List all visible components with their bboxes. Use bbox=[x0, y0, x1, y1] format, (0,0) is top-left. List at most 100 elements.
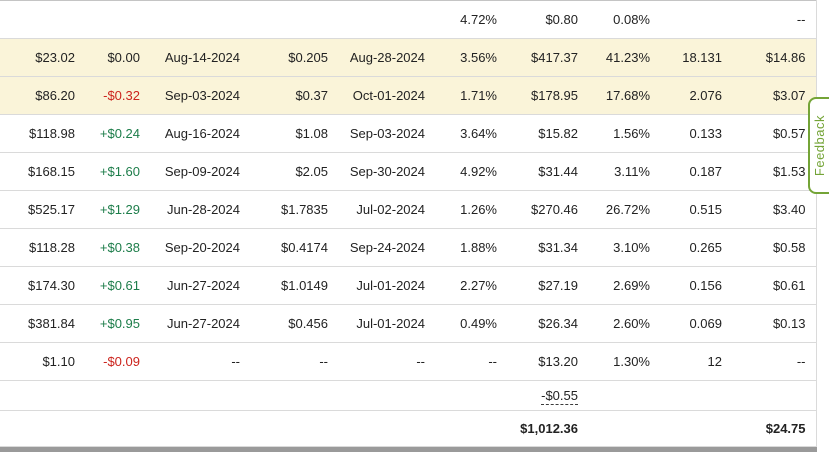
cell bbox=[150, 0, 250, 39]
cell: 0.069 bbox=[660, 304, 732, 343]
cell: Jul-01-2024 bbox=[338, 304, 435, 343]
table-row: $118.28 +$0.38 Sep-20-2024 $0.4174 Sep-24-20… bbox=[0, 228, 816, 267]
cell: -$0.32 bbox=[85, 76, 150, 115]
table-row: $86.20 -$0.32 Sep-03-2024 $0.37 Oct-01-2024 1… bbox=[0, 76, 816, 115]
cell bbox=[588, 380, 660, 411]
cell: +$1.29 bbox=[85, 190, 150, 229]
cell: 3.10% bbox=[588, 228, 660, 267]
cell: $2.05 bbox=[250, 152, 338, 191]
cell: +$0.95 bbox=[85, 304, 150, 343]
cell: Sep-03-2024 bbox=[150, 76, 250, 115]
cell: $118.28 bbox=[0, 228, 85, 267]
cell: +$0.61 bbox=[85, 266, 150, 305]
cell: 26.72% bbox=[588, 190, 660, 229]
cell: Jul-02-2024 bbox=[338, 190, 435, 229]
cell: +$1.60 bbox=[85, 152, 150, 191]
cell: +$0.38 bbox=[85, 228, 150, 267]
cell: Sep-20-2024 bbox=[150, 228, 250, 267]
cell: $1.08 bbox=[250, 114, 338, 153]
cell: -- bbox=[732, 0, 816, 39]
cell: 2.60% bbox=[588, 304, 660, 343]
table-row: $23.02 $0.00 Aug-14-2024 $0.205 Aug-28-2024 3… bbox=[0, 38, 816, 77]
cell: $13.20 bbox=[507, 342, 588, 381]
table-row: $1.10 -$0.09 -- -- -- -- $13.20 1.30% 12 -- bbox=[0, 342, 816, 381]
cell bbox=[0, 410, 85, 447]
table-row: $174.30 +$0.61 Jun-27-2024 $1.0149 Jul-01-20… bbox=[0, 266, 816, 305]
table-row: 4.72% $0.80 0.08% -- bbox=[0, 0, 816, 39]
cell: Sep-09-2024 bbox=[150, 152, 250, 191]
cell: 0.49% bbox=[435, 304, 507, 343]
cell: 3.64% bbox=[435, 114, 507, 153]
cell: 2.076 bbox=[660, 76, 732, 115]
cell: $0.456 bbox=[250, 304, 338, 343]
cell: $0.80 bbox=[507, 0, 588, 39]
table-row: -$0.55 bbox=[0, 380, 816, 411]
cell: 18.131 bbox=[660, 38, 732, 77]
cell: 2.69% bbox=[588, 266, 660, 305]
cell: $0.58 bbox=[732, 228, 816, 267]
cell: Aug-28-2024 bbox=[338, 38, 435, 77]
cell: 2.27% bbox=[435, 266, 507, 305]
cell: $178.95 bbox=[507, 76, 588, 115]
cell: $86.20 bbox=[0, 76, 85, 115]
dividend-table: 4.72% $0.80 0.08% -- $23.02 $0.00 Aug-14-2024 $… bbox=[0, 0, 817, 447]
cell bbox=[0, 0, 85, 39]
cell: $1.53 bbox=[732, 152, 816, 191]
table-body: 4.72% $0.80 0.08% -- $23.02 $0.00 Aug-14-2024 $… bbox=[0, 0, 816, 447]
cell: $23.02 bbox=[0, 38, 85, 77]
cell: Jun-28-2024 bbox=[150, 190, 250, 229]
cell: $31.44 bbox=[507, 152, 588, 191]
cell: 12 bbox=[660, 342, 732, 381]
cell: $0.13 bbox=[732, 304, 816, 343]
table-viewport: 4.72% $0.80 0.08% -- $23.02 $0.00 Aug-14-2024 $… bbox=[0, 0, 817, 452]
cell: $1.0149 bbox=[250, 266, 338, 305]
cell bbox=[588, 410, 660, 447]
cell bbox=[85, 0, 150, 39]
cell: $0.4174 bbox=[250, 228, 338, 267]
cell: $174.30 bbox=[0, 266, 85, 305]
feedback-button[interactable]: Feedback bbox=[808, 97, 829, 194]
horizontal-scrollbar[interactable] bbox=[0, 447, 817, 452]
cell: Sep-03-2024 bbox=[338, 114, 435, 153]
cell bbox=[435, 380, 507, 411]
cell: $15.82 bbox=[507, 114, 588, 153]
cell bbox=[250, 380, 338, 411]
cell: -- bbox=[250, 342, 338, 381]
cell: -$0.09 bbox=[85, 342, 150, 381]
cell bbox=[732, 380, 816, 411]
cell: Sep-24-2024 bbox=[338, 228, 435, 267]
cell bbox=[0, 380, 85, 411]
cell: $168.15 bbox=[0, 152, 85, 191]
table-row: $118.98 +$0.24 Aug-16-2024 $1.08 Sep-03-2024… bbox=[0, 114, 816, 153]
cell: $31.34 bbox=[507, 228, 588, 267]
cell: $0.205 bbox=[250, 38, 338, 77]
cell: $381.84 bbox=[0, 304, 85, 343]
cell: $417.37 bbox=[507, 38, 588, 77]
cell bbox=[150, 410, 250, 447]
cell bbox=[85, 380, 150, 411]
cell: $1.7835 bbox=[250, 190, 338, 229]
cell: $118.98 bbox=[0, 114, 85, 153]
cell: 0.187 bbox=[660, 152, 732, 191]
cell: $0.00 bbox=[85, 38, 150, 77]
cell: $27.19 bbox=[507, 266, 588, 305]
cell: -$0.55 bbox=[507, 380, 588, 411]
cell: 1.71% bbox=[435, 76, 507, 115]
adjustment-value[interactable]: -$0.55 bbox=[541, 388, 578, 405]
cell: $26.34 bbox=[507, 304, 588, 343]
cell: Oct-01-2024 bbox=[338, 76, 435, 115]
cell: +$0.24 bbox=[85, 114, 150, 153]
cell: 0.265 bbox=[660, 228, 732, 267]
cell bbox=[660, 0, 732, 39]
cell bbox=[435, 410, 507, 447]
cell: 3.11% bbox=[588, 152, 660, 191]
table-row: $525.17 +$1.29 Jun-28-2024 $1.7835 Jul-02-20… bbox=[0, 190, 816, 229]
cell: $1,012.36 bbox=[507, 410, 588, 447]
cell: Sep-30-2024 bbox=[338, 152, 435, 191]
table-row: $168.15 +$1.60 Sep-09-2024 $2.05 Sep-30-2024… bbox=[0, 152, 816, 191]
table-row: $1,012.36 $24.75 bbox=[0, 410, 816, 447]
cell bbox=[338, 380, 435, 411]
cell bbox=[85, 410, 150, 447]
cell: 0.156 bbox=[660, 266, 732, 305]
cell: 17.68% bbox=[588, 76, 660, 115]
